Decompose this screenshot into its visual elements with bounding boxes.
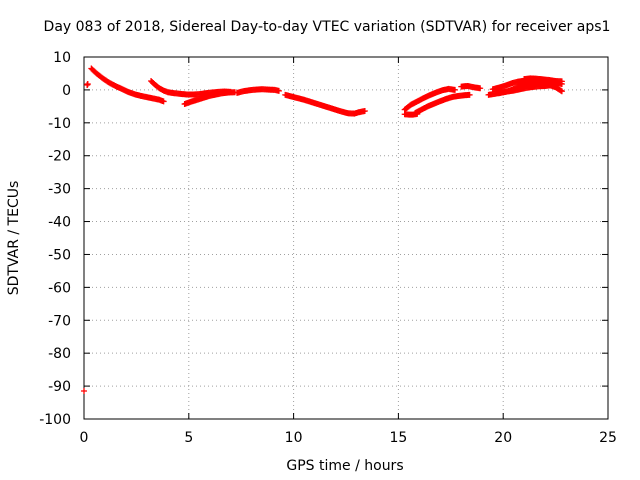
y-tick-label: 10	[53, 50, 71, 66]
data-point-arc-1	[160, 98, 167, 105]
y-tick-label: -50	[48, 247, 71, 263]
x-tick-label: 10	[285, 430, 303, 446]
data-point-arc-8	[466, 91, 473, 98]
data-point-arc-4	[275, 87, 282, 94]
y-tick-label: -70	[48, 313, 71, 329]
chart-title: Day 083 of 2018, Sidereal Day-to-day VTE…	[44, 19, 611, 35]
y-tick-label: -60	[48, 280, 71, 296]
data-point-arc-12	[557, 87, 564, 94]
data-point-arc-12	[558, 88, 565, 95]
x-tick-label: 0	[80, 430, 89, 446]
x-tick-label: 25	[599, 430, 617, 446]
data-point-arc-start	[84, 80, 91, 87]
y-tick-label: 0	[62, 83, 71, 99]
plot-frame	[83, 56, 609, 420]
y-tick-label: -20	[48, 149, 71, 165]
y-tick-label: -30	[48, 182, 71, 198]
grid	[84, 57, 608, 419]
y-tick-label: -100	[39, 412, 71, 428]
data-point-arc-5	[361, 107, 368, 114]
data-point-arc-9	[477, 85, 484, 92]
y-tick-label: -90	[48, 379, 71, 395]
y-tick-label: -40	[48, 215, 71, 231]
y-tick-label: -10	[48, 116, 71, 132]
axis-ticks: 0 5 10 15 20 25 10 0 -10 -20 -30 -40 -50 -60 -70 -80 -90…	[39, 50, 617, 446]
data-points	[81, 65, 565, 395]
x-axis-label: GPS time / hours	[286, 458, 403, 474]
y-tick-label: -80	[48, 346, 71, 362]
data-point-outlier	[81, 388, 87, 395]
data-point-arc-13	[558, 78, 565, 85]
data-point-arc-7	[451, 86, 458, 93]
x-tick-label: 5	[184, 430, 193, 446]
x-tick-label: 15	[389, 430, 407, 446]
y-axis-label: SDTVAR / TECUs	[6, 181, 22, 296]
x-tick-label: 20	[494, 430, 512, 446]
